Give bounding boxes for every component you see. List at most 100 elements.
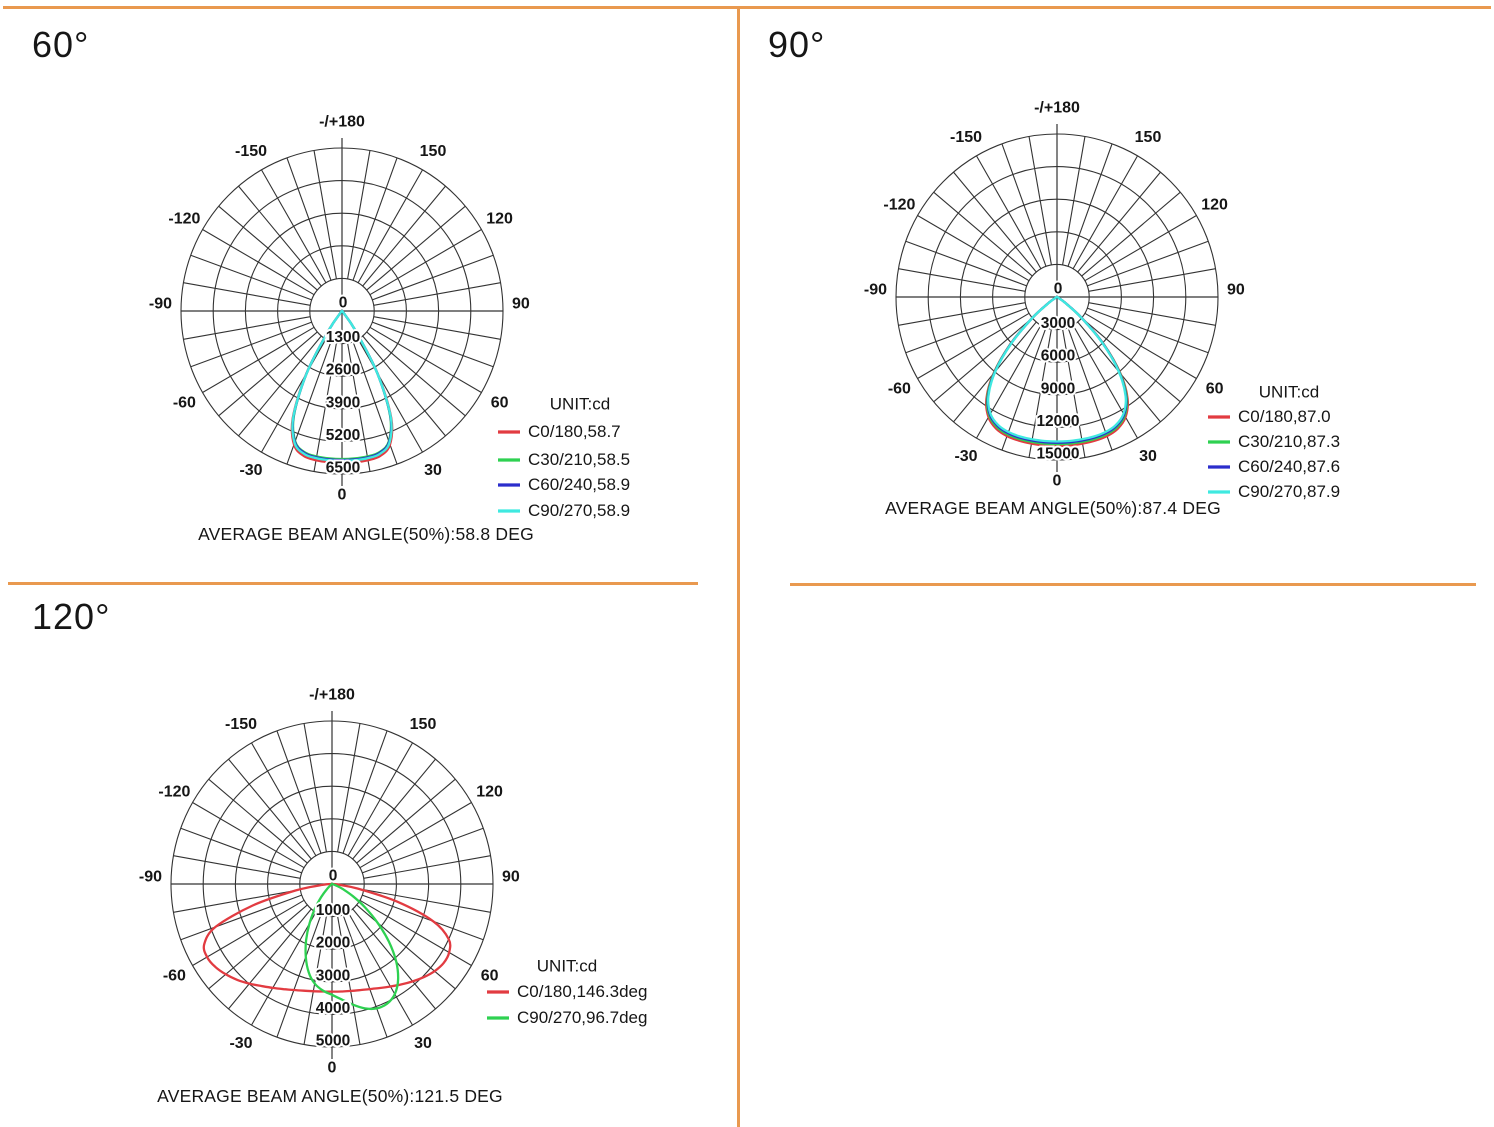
angle-tick-label: 60	[481, 968, 499, 985]
angle-tick-label: 30	[414, 1035, 432, 1052]
radial-tick-label: 3000	[1041, 315, 1075, 332]
grid-spoke	[357, 169, 423, 284]
angle-tick-label: 0	[1053, 473, 1062, 490]
angle-tick-label: 120	[476, 784, 503, 801]
series-curve	[202, 882, 452, 993]
section-title-60: 60°	[32, 24, 90, 65]
grid-spoke	[933, 317, 1033, 403]
angle-tick-label: -90	[864, 282, 887, 299]
angle-tick-label: -150	[235, 143, 267, 160]
angle-tick-label: -30	[954, 448, 977, 465]
grid-spoke	[202, 229, 315, 296]
angle-tick-label: -60	[173, 395, 196, 412]
radial-tick-label: 0	[1054, 281, 1063, 298]
grid-spoke	[905, 240, 1027, 287]
grid-spoke	[362, 185, 446, 287]
angle-tick-label: -30	[239, 462, 262, 479]
grid-spoke	[313, 150, 337, 279]
legend-series-label: C90/270,58.9	[528, 501, 630, 520]
grid-spoke	[228, 758, 312, 860]
grid-spoke	[208, 778, 308, 864]
grid-spoke	[1062, 329, 1086, 458]
grid-spoke	[238, 335, 322, 437]
radial-tick-label: 3900	[326, 394, 360, 411]
grid-spoke	[192, 899, 305, 966]
radial-tick-label: 0	[329, 868, 338, 885]
legend-unit-label: UNIT:cd	[1259, 383, 1319, 402]
grid-spoke	[1028, 136, 1052, 265]
grid-spoke	[202, 326, 315, 393]
grid-spoke	[342, 730, 388, 854]
grid-spoke	[1088, 302, 1216, 326]
radial-tick-label: 12000	[1036, 413, 1079, 430]
grid-spoke	[369, 229, 482, 296]
section-title-120: 120°	[32, 596, 111, 637]
grid-spoke	[352, 157, 398, 281]
radial-tick-label: 3000	[316, 967, 350, 984]
grid-spoke	[303, 723, 327, 852]
grid-spoke	[1028, 329, 1052, 458]
grid-spoke	[905, 307, 1027, 354]
legend-unit-label: UNIT:cd	[537, 957, 597, 976]
grid-spoke	[1087, 307, 1209, 354]
caption-beam-angle-60: AVERAGE BEAM ANGLE(50%):58.8 DEG	[198, 524, 534, 544]
grid-spoke	[1084, 215, 1197, 282]
legend-unit-label: UNIT:cd	[550, 395, 610, 414]
legend-series-label: C60/240,87.6	[1238, 457, 1340, 476]
grid-spoke	[359, 899, 472, 966]
grid-spoke	[898, 302, 1026, 326]
grid-spoke	[366, 331, 466, 417]
grid-spoke	[1087, 240, 1209, 287]
grid-spoke	[261, 338, 327, 453]
angle-tick-label: -150	[225, 716, 257, 733]
series-curve	[304, 882, 400, 1011]
grid-spoke	[352, 758, 436, 860]
legend-series-label: C30/210,87.3	[1238, 432, 1340, 451]
grid-spoke	[218, 205, 318, 291]
grid-spoke	[286, 157, 332, 281]
grid-spoke	[192, 802, 305, 869]
grid-spoke	[183, 316, 311, 340]
grid-spoke	[190, 254, 312, 301]
divider-top	[3, 6, 1491, 9]
angle-tick-label: -/+180	[1034, 100, 1080, 117]
angle-tick-label: -120	[168, 211, 200, 228]
angle-tick-label: -150	[950, 129, 982, 146]
grid-spoke	[173, 889, 301, 913]
legend-series-label: C30/210,58.5	[528, 450, 630, 469]
radial-tick-label: 1300	[326, 329, 360, 346]
grid-spoke	[183, 282, 311, 306]
angle-tick-label: -/+180	[319, 114, 365, 131]
angle-tick-label: 30	[1139, 448, 1157, 465]
grid-spoke	[347, 343, 371, 472]
radial-tick-label: 2000	[316, 935, 350, 952]
angle-tick-label: 90	[512, 296, 530, 313]
angle-tick-label: 0	[338, 487, 347, 504]
series-curve	[987, 295, 1127, 443]
legend-series-label: C0/180,58.7	[528, 422, 621, 441]
grid-spoke	[337, 723, 361, 852]
grid-spoke	[276, 914, 322, 1038]
grid-spoke	[218, 331, 318, 417]
grid-spoke	[173, 855, 301, 879]
grid-spoke	[1084, 312, 1197, 379]
grid-spoke	[1088, 268, 1216, 292]
grid-spoke	[1077, 171, 1161, 273]
polar-chart-60: -/+180 -150 150 -120 120 -90 90 -60 60 -30 30 0 0 130…	[149, 114, 630, 521]
caption-beam-angle-90: AVERAGE BEAM ANGLE(50%):87.4 DEG	[885, 498, 1221, 518]
grid-spoke	[953, 171, 1037, 273]
angle-tick-label: -90	[149, 296, 172, 313]
radial-tick-label: 2600	[326, 362, 360, 379]
grid-spoke	[362, 827, 484, 874]
series-curve	[291, 309, 393, 462]
grid-spoke	[357, 338, 423, 453]
grid-spoke	[342, 914, 388, 1038]
grid-spoke	[363, 889, 491, 913]
grid-spoke	[917, 312, 1030, 379]
radial-tick-label: 9000	[1041, 380, 1075, 397]
grid-spoke	[180, 827, 302, 874]
grid-spoke	[347, 150, 371, 279]
polar-chart-90: -/+180-150 150-120 120-90 90-60 60-30 3000300…	[864, 100, 1340, 502]
angle-tick-label: 150	[420, 143, 447, 160]
grid-spoke	[356, 904, 456, 990]
